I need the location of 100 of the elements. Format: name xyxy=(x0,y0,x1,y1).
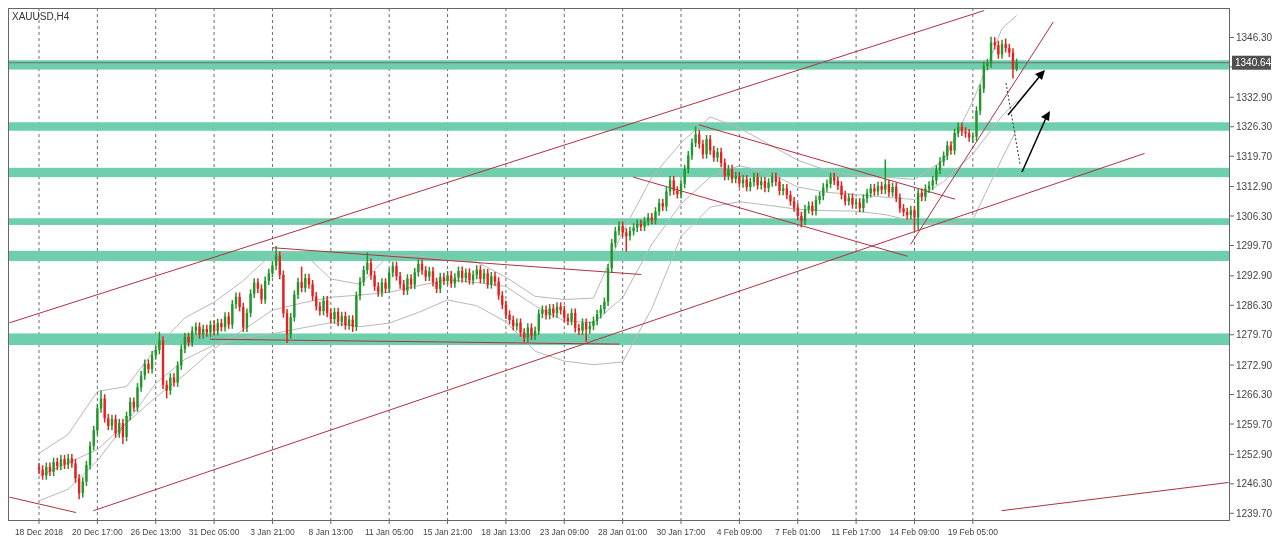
chart-title: XAUUSD,H4 xyxy=(12,11,70,22)
candlestick xyxy=(238,292,241,312)
candlestick xyxy=(931,175,934,190)
candlestick xyxy=(209,320,212,337)
candlestick xyxy=(52,457,55,477)
candlestick xyxy=(884,159,887,194)
candlestick xyxy=(530,323,533,340)
x-tick-label: 11 Jan 05:00 xyxy=(364,527,414,537)
candlestick xyxy=(541,305,544,319)
candlestick xyxy=(756,172,759,190)
candlestick xyxy=(1004,38,1007,53)
y-tick-label: 1259.70 xyxy=(1236,418,1273,430)
x-tick-label: 14 Feb 09:00 xyxy=(889,527,940,537)
x-tick-label: 30 Jan 17:00 xyxy=(656,527,706,537)
candlestick xyxy=(643,217,646,232)
candlestick xyxy=(650,213,654,225)
candlestick xyxy=(1008,43,1011,57)
candlestick xyxy=(220,318,223,332)
candlestick xyxy=(738,171,741,188)
x-tick-label: 18 Jan 13:00 xyxy=(481,527,531,537)
candlestick xyxy=(406,274,409,295)
x-tick-label: 7 Feb 01:00 xyxy=(775,527,821,537)
x-tick-label: 20 Dec 17:00 xyxy=(72,527,123,537)
candlestick xyxy=(749,177,752,192)
candlestick xyxy=(552,304,555,318)
y-tick-label: 1239.70 xyxy=(1236,507,1273,519)
candlestick xyxy=(661,198,664,211)
candlestick xyxy=(636,219,639,232)
candlestick xyxy=(37,463,41,474)
candlestick xyxy=(446,271,449,286)
x-tick-label: 18 Dec 2018 xyxy=(14,527,64,537)
candlestick xyxy=(103,394,106,423)
y-tick-label: 1312.90 xyxy=(1236,181,1273,193)
candlestick xyxy=(676,186,679,199)
x-tick-label: 15 Jan 21:00 xyxy=(422,527,473,537)
y-tick-label: 1292.90 xyxy=(1236,270,1273,282)
candlestick xyxy=(1015,58,1018,72)
candlestick xyxy=(891,182,894,197)
y-tick-label: 1252.90 xyxy=(1236,448,1273,460)
y-tick-label: 1266.30 xyxy=(1236,389,1273,401)
candlestick xyxy=(442,272,446,286)
candlestick xyxy=(158,331,161,355)
candlestick xyxy=(705,134,708,159)
ref-line-label: 1340.64 xyxy=(1235,57,1272,69)
candlestick xyxy=(997,40,1000,59)
candlestick xyxy=(384,278,387,294)
y-tick-label: 1286.30 xyxy=(1236,299,1273,311)
y-tick-label: 1272.90 xyxy=(1236,359,1273,371)
candlestick xyxy=(187,332,190,347)
candlestick xyxy=(639,219,643,232)
y-tick-label: 1279.70 xyxy=(1236,329,1273,341)
x-tick-label: 3 Jan 21:00 xyxy=(250,527,295,537)
candlestick xyxy=(479,265,482,284)
y-tick-label: 1299.70 xyxy=(1236,239,1273,251)
candlestick xyxy=(417,259,420,277)
candlestick xyxy=(577,323,581,336)
candlestick xyxy=(829,172,832,189)
x-tick-label: 4 Feb 09:00 xyxy=(716,527,763,537)
candlestick xyxy=(581,318,584,336)
candlestick xyxy=(41,465,44,480)
candlestick xyxy=(570,308,573,326)
candlestick xyxy=(851,193,854,209)
candlestick xyxy=(632,223,635,236)
x-tick-label: 23 Jan 09:00 xyxy=(539,527,590,537)
candlestick xyxy=(169,373,172,395)
y-tick-label: 1319.70 xyxy=(1236,150,1273,162)
candlestick xyxy=(833,172,836,186)
x-tick-label: 28 Jan 01:00 xyxy=(598,527,648,537)
candlestick xyxy=(800,211,803,228)
candlestick xyxy=(993,37,996,50)
candlestick xyxy=(672,175,675,195)
candlestick xyxy=(880,181,883,194)
candlestick xyxy=(727,164,730,181)
candlestick xyxy=(716,147,719,162)
y-tick-label: 1326.30 xyxy=(1236,121,1273,133)
candlestick xyxy=(468,268,471,285)
candlestick xyxy=(333,307,336,324)
candlestick xyxy=(873,184,876,196)
x-tick-label: 31 Dec 05:00 xyxy=(188,527,240,537)
candlestick xyxy=(344,311,347,330)
candlestick xyxy=(946,141,949,161)
candlestick xyxy=(205,324,208,337)
candlestick xyxy=(924,184,927,202)
y-tick-label: 1332.90 xyxy=(1236,91,1273,103)
candlestick xyxy=(490,271,493,289)
candlestick xyxy=(428,267,431,282)
x-tick-label: 19 Feb 05:00 xyxy=(947,527,999,537)
candlestick xyxy=(745,175,748,192)
candlestick xyxy=(486,268,489,289)
candlestick xyxy=(913,205,916,231)
candlestick xyxy=(811,201,814,216)
candlestick xyxy=(147,359,150,374)
x-tick-label: 11 Feb 17:00 xyxy=(831,527,882,537)
candlestick xyxy=(300,266,303,293)
candlestick xyxy=(198,322,201,339)
candlestick xyxy=(614,226,617,248)
candlestick xyxy=(559,302,562,315)
x-tick-label: 26 Dec 13:00 xyxy=(130,527,182,537)
y-tick-label: 1306.30 xyxy=(1236,210,1273,222)
y-tick-label: 1346.30 xyxy=(1236,31,1273,43)
